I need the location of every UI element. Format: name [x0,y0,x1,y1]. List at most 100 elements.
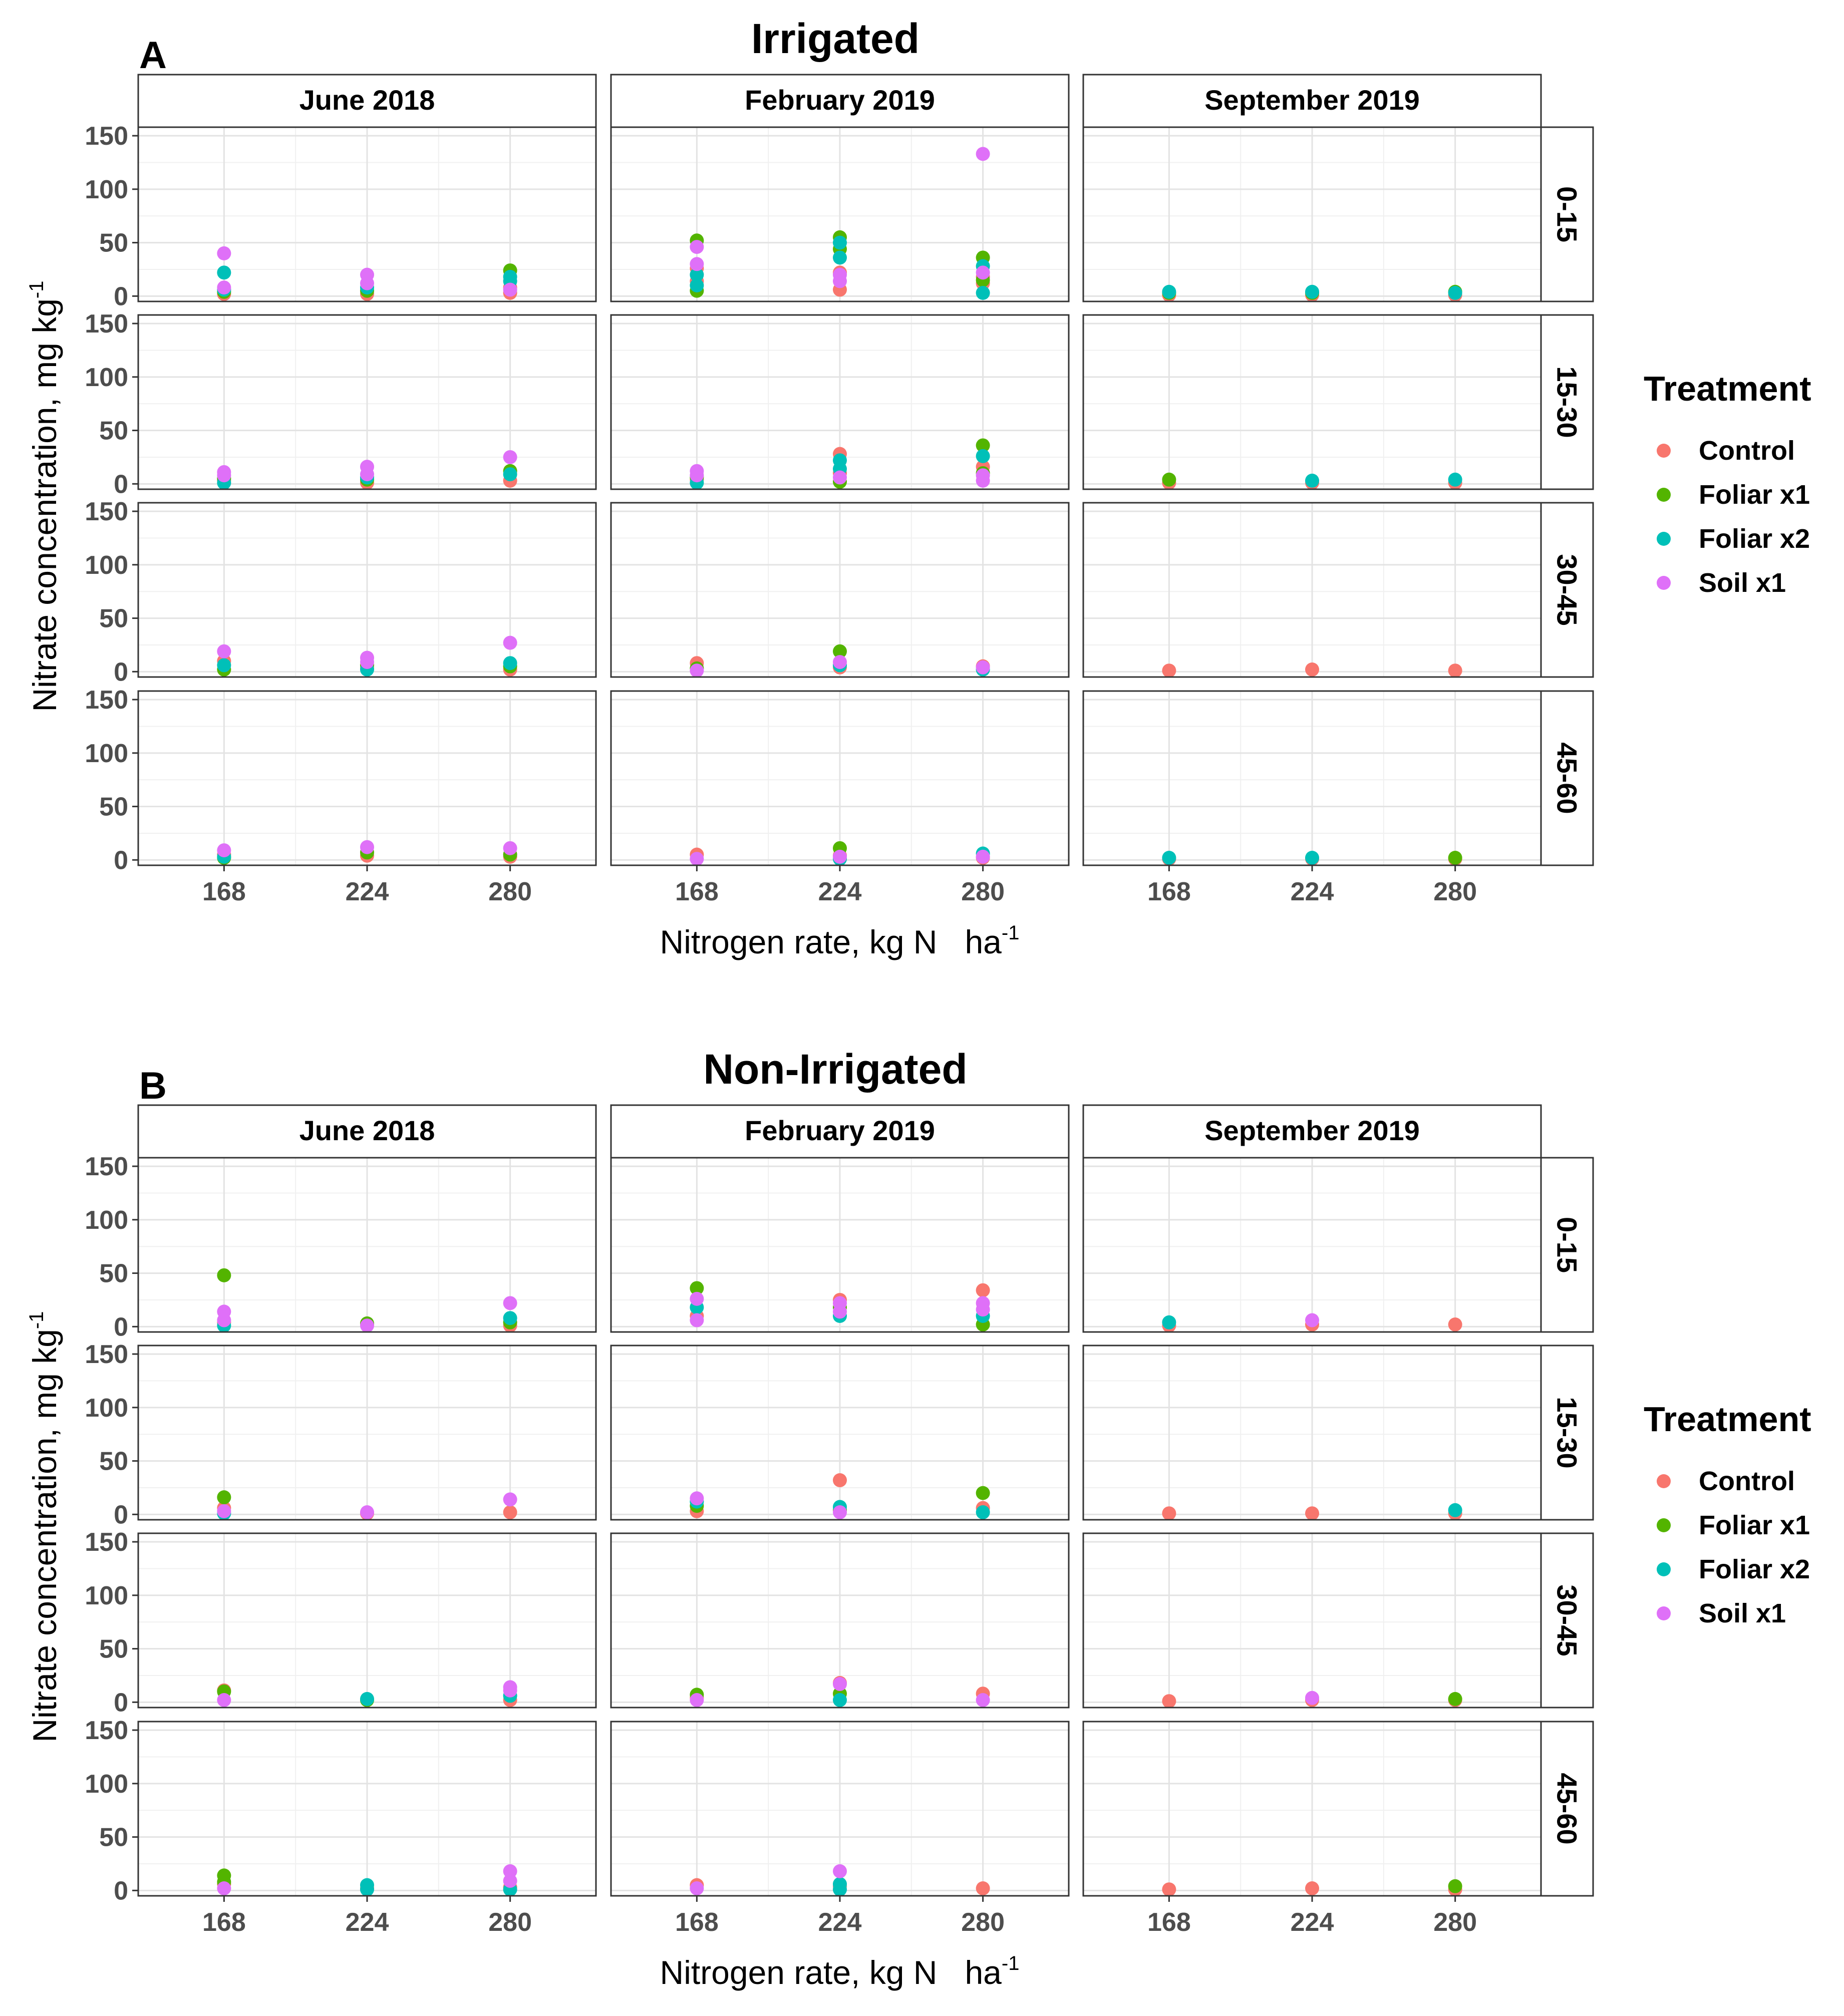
y-tick-label: 50 [99,1635,128,1664]
legend-label-foliar-x2: Foliar x2 [1699,1554,1810,1584]
x-axis-title-text: Nitrogen rate, kg N ha [660,1954,1002,1991]
y-tick-label: 0 [114,1876,128,1905]
strip-row-30-45 [1540,502,1594,678]
data-point-soil-x1 [217,1881,231,1896]
facet-february-2019-0-15 [610,1157,1070,1333]
data-point-soil-x1 [217,843,231,858]
facet-june-2018-30-45: 0 50 100 150 [85,497,597,687]
data-point-soil-x1 [833,1677,847,1692]
data-point-soil-x1 [690,1491,704,1506]
facet-february-2019-45-60: 168 224 280 [610,690,1070,906]
data-point-soil-x1 [976,660,990,675]
data-point-foliar-x2 [833,250,847,265]
x-tick-label: 280 [1433,1908,1477,1937]
panel-border [137,502,597,678]
y-tick-label: 150 [85,686,128,715]
x-tick-label: 168 [675,1908,719,1937]
legend-key-control [1657,444,1671,458]
legend-key-foliar-x2 [1657,532,1671,546]
y-tick-label: 0 [114,1688,128,1717]
data-point-soil-x1 [1305,1313,1319,1327]
facet-february-2019-45-60: 168 224 280 [610,1721,1070,1937]
facet-june-2018-45-60: 0 50 100 150 168 224 280 [85,686,597,906]
legend-label-soil-x1: Soil x1 [1699,568,1786,598]
data-point-soil-x1 [503,1874,517,1888]
data-point-control [1162,663,1176,678]
strip-row-label: 15-30 [1552,366,1583,438]
data-point-soil-x1 [217,1693,231,1708]
data-point-soil-x1 [833,470,847,485]
legend-key-soil-x1 [1657,576,1671,590]
panel-border [137,1532,597,1709]
panel-border [610,1345,1070,1521]
data-point-foliar-x2 [503,1311,517,1325]
data-point-foliar-x2 [217,658,231,673]
data-point-foliar-x2 [1162,284,1176,299]
y-tick-label: 100 [85,739,128,768]
panel-label: A [139,34,167,77]
strip-label: September 2019 [1204,1115,1420,1146]
data-point-foliar-x2 [1448,472,1462,487]
y-tick-label: 50 [99,1259,128,1288]
y-tick-label: 100 [85,363,128,392]
data-point-soil-x1 [503,635,517,650]
data-point-control [1448,663,1462,678]
y-axis-title-text: Nitrate concentration, mg kg [26,298,63,712]
x-tick-label: 224 [818,1908,862,1937]
data-point-control [1162,1506,1176,1521]
x-axis-title-superscript: -1 [1002,1952,1020,1974]
facet-february-2019-15-30 [610,1345,1070,1521]
x-tick-label: 280 [961,877,1005,906]
data-point-soil-x1 [360,655,374,669]
data-point-soil-x1 [217,1504,231,1518]
facet-september-2019-15-30 [1082,314,1542,490]
data-point-foliar-x2 [1305,284,1319,299]
data-point-foliar-x1 [690,1281,704,1295]
data-point-foliar-x2 [976,285,990,300]
data-point-foliar-x1 [1448,1692,1462,1706]
strip-row-label: 0-15 [1552,186,1583,242]
data-point-soil-x1 [360,1505,374,1520]
y-tick-label: 50 [99,1447,128,1476]
y-tick-label: 150 [85,122,128,151]
chart-irrigated: A Irrigated June 2018 February 2019 Septembe… [26,15,1811,960]
x-tick-label: 168 [202,877,246,906]
data-point-foliar-x2 [833,235,847,250]
legend-key-foliar-x1 [1657,1518,1671,1532]
data-point-soil-x1 [360,467,374,482]
data-point-foliar-x1 [217,1490,231,1505]
y-tick-label: 0 [114,1312,128,1341]
chart-title: Irrigated [751,15,919,62]
x-tick-label: 224 [346,877,389,906]
data-point-soil-x1 [690,257,704,271]
strip-february-2019 [610,1104,1070,1159]
x-tick-label: 168 [1147,877,1191,906]
data-point-foliar-x2 [503,467,517,482]
y-tick-label: 150 [85,1152,128,1181]
strip-label: February 2019 [745,1115,935,1146]
y-axis-title: Nitrate concentration, mg kg-1 [26,1311,63,1743]
data-point-control [1162,1882,1176,1897]
strip-june-2018 [137,1104,597,1159]
x-axis-title-superscript: -1 [1002,922,1020,944]
data-point-soil-x1 [833,1296,847,1310]
data-point-soil-x1 [976,849,990,864]
strip-row-45-60 [1540,690,1594,866]
panel-border [137,314,597,490]
legend: Treatment Control Foliar x1 Foliar x2 Soil x… [1644,1400,1811,1628]
data-point-foliar-x2 [360,1692,374,1706]
data-point-foliar-x1 [1162,472,1176,487]
facet-february-2019-15-30 [610,314,1070,490]
data-point-control [1305,662,1319,677]
y-tick-label: 0 [114,846,128,875]
data-point-control [1305,1506,1319,1521]
panel-border [610,502,1070,678]
strip-row-label: 30-45 [1552,554,1583,625]
facet-september-2019-45-60: 168 224 280 [1082,1721,1542,1937]
y-tick-label: 150 [85,497,128,526]
legend-label-foliar-x1: Foliar x1 [1699,480,1810,510]
strip-label: June 2018 [299,84,435,116]
data-point-soil-x1 [503,282,517,297]
facet-september-2019-30-45 [1082,502,1542,678]
data-point-foliar-x2 [503,269,517,284]
